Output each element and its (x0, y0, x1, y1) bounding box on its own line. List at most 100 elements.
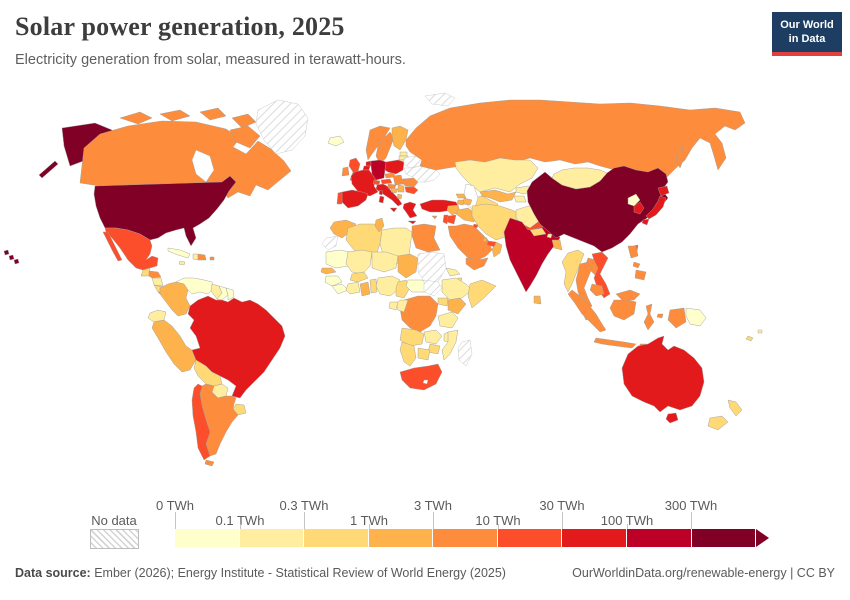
country-tunisia[interactable] (374, 217, 385, 233)
country-estonia[interactable] (399, 151, 408, 157)
country-azerbaijan[interactable] (462, 197, 473, 206)
country-tasmania[interactable] (665, 412, 679, 424)
country-fiji[interactable] (757, 329, 763, 334)
country-cambodia[interactable] (589, 283, 605, 297)
country-alaska-aleutians[interactable] (38, 160, 59, 179)
country-guinea[interactable] (324, 275, 343, 287)
country-sudan[interactable] (417, 251, 447, 285)
country-belgium[interactable] (362, 165, 371, 171)
country-drc[interactable] (399, 295, 439, 333)
country-egypt[interactable] (411, 223, 441, 253)
country-north-korea[interactable] (627, 193, 641, 207)
country-hungary[interactable] (393, 178, 405, 186)
country-norway[interactable] (365, 125, 391, 161)
country-burkina-faso[interactable] (349, 271, 369, 283)
country-senegal[interactable] (320, 267, 337, 275)
country-italy-sicily[interactable] (389, 207, 398, 213)
country-nepal[interactable] (529, 227, 547, 237)
country-armenia[interactable] (456, 199, 465, 206)
country-nicaragua[interactable] (151, 277, 164, 287)
country-kenya[interactable] (447, 297, 467, 315)
country-mali[interactable] (345, 249, 373, 275)
legend-band-0[interactable] (175, 529, 240, 547)
country-gabon[interactable] (388, 301, 399, 311)
country-canada-arctic[interactable] (119, 111, 153, 125)
country-south-sudan[interactable] (423, 279, 443, 297)
country-austria[interactable] (380, 178, 393, 185)
country-tajikistan[interactable] (513, 195, 527, 203)
country-italy-corsica[interactable] (378, 189, 384, 196)
country-niger[interactable] (371, 251, 399, 273)
country-jamaica[interactable] (178, 260, 186, 266)
country-russia-sakhalin[interactable] (675, 145, 685, 169)
country-iceland[interactable] (327, 135, 345, 147)
country-cyprus[interactable] (431, 215, 438, 220)
country-angola[interactable] (399, 327, 425, 347)
legend-band-3[interactable] (368, 529, 434, 547)
country-philippines-visayas[interactable] (632, 261, 641, 269)
country-malaysia-borneo[interactable] (615, 289, 641, 301)
country-kazakhstan[interactable] (454, 157, 539, 193)
country-serbia[interactable] (397, 184, 405, 193)
country-japan-hokkaido[interactable] (657, 185, 670, 197)
country-indonesia-java[interactable] (593, 337, 637, 349)
country-honduras[interactable] (148, 270, 162, 279)
country-south-africa[interactable] (399, 363, 443, 391)
country-oman[interactable] (491, 241, 503, 258)
country-zambia[interactable] (423, 329, 443, 345)
country-liberia[interactable] (331, 283, 349, 295)
country-bulgaria[interactable] (404, 186, 419, 195)
country-haiti[interactable] (192, 253, 199, 261)
country-mauritania[interactable] (325, 249, 351, 269)
country-japan-kyushu[interactable] (641, 218, 650, 226)
country-new-caledonia[interactable] (745, 335, 754, 342)
country-botswana[interactable] (417, 347, 431, 361)
country-new-zealand-south[interactable] (707, 415, 729, 431)
country-ireland[interactable] (341, 166, 350, 177)
country-israel[interactable] (442, 214, 449, 225)
country-bosnia[interactable] (390, 187, 399, 194)
country-chad[interactable] (397, 253, 419, 279)
country-canada-arctic[interactable] (199, 107, 227, 121)
country-indonesia-west-papua[interactable] (667, 307, 687, 329)
legend-band-6[interactable] (562, 529, 627, 547)
country-brazil[interactable] (187, 295, 286, 399)
legend-band-4[interactable] (433, 529, 498, 547)
country-kuwait[interactable] (472, 223, 479, 229)
country-canada-arctic[interactable] (231, 113, 257, 129)
country-thailand[interactable] (575, 261, 593, 311)
country-ukraine[interactable] (403, 165, 441, 183)
legend-band-2[interactable] (304, 529, 369, 547)
country-sweden[interactable] (375, 131, 395, 165)
country-netherlands[interactable] (365, 160, 372, 167)
legend-band-8[interactable] (691, 529, 757, 547)
country-switzerland[interactable] (372, 179, 381, 186)
country-georgia[interactable] (455, 193, 467, 199)
country-indonesia-moluccas[interactable] (656, 313, 664, 319)
country-peru[interactable] (151, 319, 197, 373)
country-ghana[interactable] (359, 281, 371, 297)
country-sri-lanka[interactable] (533, 295, 542, 305)
country-philippines-luzon[interactable] (627, 245, 639, 259)
country-portugal[interactable] (336, 191, 343, 205)
country-italy-sardinia[interactable] (378, 195, 385, 204)
country-south-korea[interactable] (633, 201, 645, 215)
country-albania[interactable] (396, 193, 403, 200)
country-philippines-mindanao[interactable] (634, 269, 647, 281)
country-svalbard[interactable] (424, 92, 456, 107)
country-colombia[interactable] (159, 281, 191, 317)
country-zimbabwe[interactable] (427, 343, 441, 355)
country-canada-baffin[interactable] (229, 125, 261, 149)
country-jordan[interactable] (446, 214, 457, 225)
country-italy[interactable] (375, 183, 403, 207)
country-indonesia-sumatra[interactable] (567, 289, 607, 333)
country-mexico-baja[interactable] (102, 231, 123, 262)
country-tanzania[interactable] (437, 311, 459, 329)
country-french-guiana[interactable] (225, 287, 235, 301)
country-western-sahara[interactable] (321, 235, 339, 251)
country-nigeria[interactable] (375, 275, 401, 297)
country-iraq[interactable] (455, 207, 477, 223)
country-puerto-rico[interactable] (209, 256, 215, 261)
country-chile[interactable] (191, 383, 211, 461)
country-uganda[interactable] (437, 297, 449, 307)
